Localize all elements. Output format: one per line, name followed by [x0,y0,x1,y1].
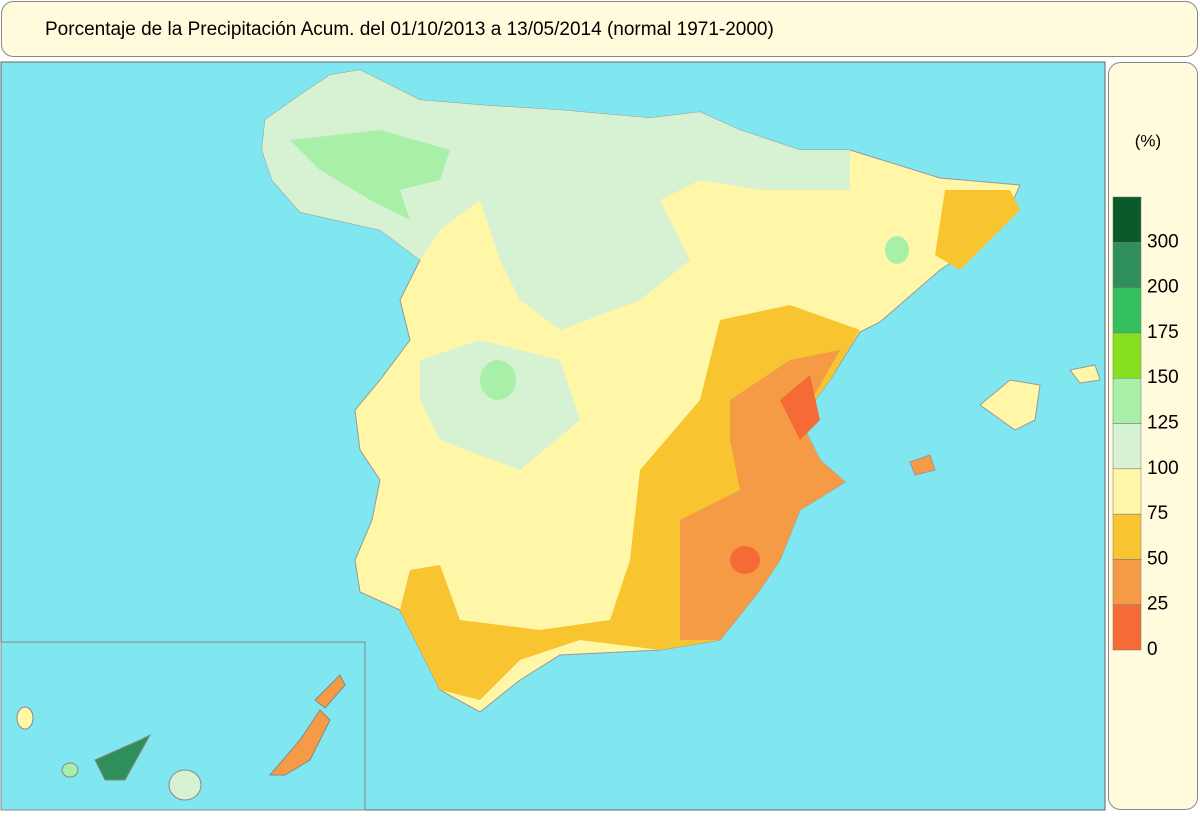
legend-label: 25 [1147,594,1168,615]
balearic-islands [909,364,1101,476]
legend-swatch [1112,559,1142,605]
legend-swatch [1112,513,1142,560]
legend-label: 75 [1147,503,1168,524]
legend-swatch [1112,423,1142,470]
legend-swatch [1112,242,1142,288]
legend-label: 150 [1147,367,1179,388]
legend-label: 125 [1147,413,1179,434]
legend-label: 200 [1147,277,1179,298]
legend-swatch [1112,332,1142,379]
legend-label: 100 [1147,458,1179,479]
legend-label: 175 [1147,322,1179,343]
peninsula [261,69,1021,713]
legend-swatch [1112,287,1142,334]
legend-label: 50 [1147,548,1168,569]
legend-swatch [1112,196,1142,243]
legend-swatch [1112,604,1142,651]
legend-label: 300 [1147,231,1179,252]
title-box [1,1,1198,57]
legend-label: 0 [1147,639,1158,660]
legend: 0 25 50 75 100 125 150 175 200 300 [1112,196,1179,660]
legend-swatch [1112,468,1142,515]
legend-unit: (%) [1135,131,1161,150]
legend-swatch [1112,377,1142,424]
canary-islands [16,674,346,801]
canary-inset [0,641,366,811]
map-title: Porcentaje de la Precipitación Acum. del… [45,19,774,40]
